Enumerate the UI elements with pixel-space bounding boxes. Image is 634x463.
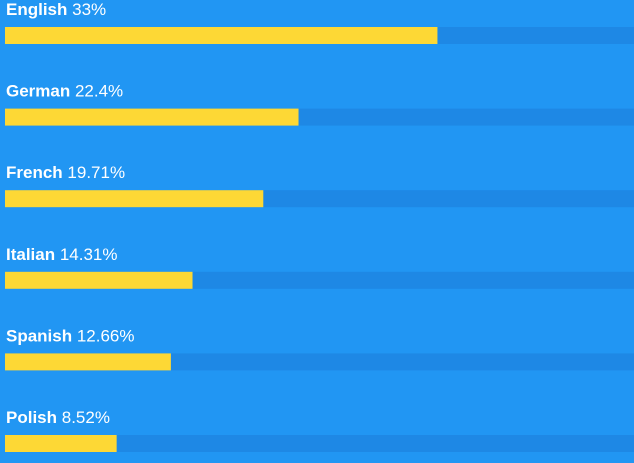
bar: [5, 353, 171, 371]
category-label: Polish: [6, 408, 57, 427]
row-label: Spanish 12.66%: [6, 326, 135, 345]
row-label: French 19.71%: [6, 163, 125, 182]
bar-track: [5, 435, 634, 452]
value-label: 22.4%: [70, 82, 123, 101]
category-label: Spanish: [6, 326, 72, 345]
category-label: French: [6, 163, 63, 182]
row-label: Polish 8.52%: [6, 408, 110, 427]
value-label: 14.31%: [55, 245, 117, 264]
bar: [5, 435, 117, 452]
row-label: Italian 14.31%: [6, 245, 118, 264]
bar: [5, 27, 438, 44]
value-label: 12.66%: [72, 326, 134, 345]
category-label: English: [6, 0, 67, 19]
row-label: English 33%: [6, 0, 106, 19]
category-label: German: [6, 82, 70, 101]
bar: [5, 190, 264, 208]
bar: [5, 108, 299, 126]
value-label: 19.71%: [63, 163, 125, 182]
row-label: German 22.4%: [6, 82, 123, 101]
bar: [5, 271, 193, 289]
category-label: Italian: [6, 245, 55, 264]
value-label: 8.52%: [57, 408, 110, 427]
value-label: 33%: [67, 0, 106, 19]
